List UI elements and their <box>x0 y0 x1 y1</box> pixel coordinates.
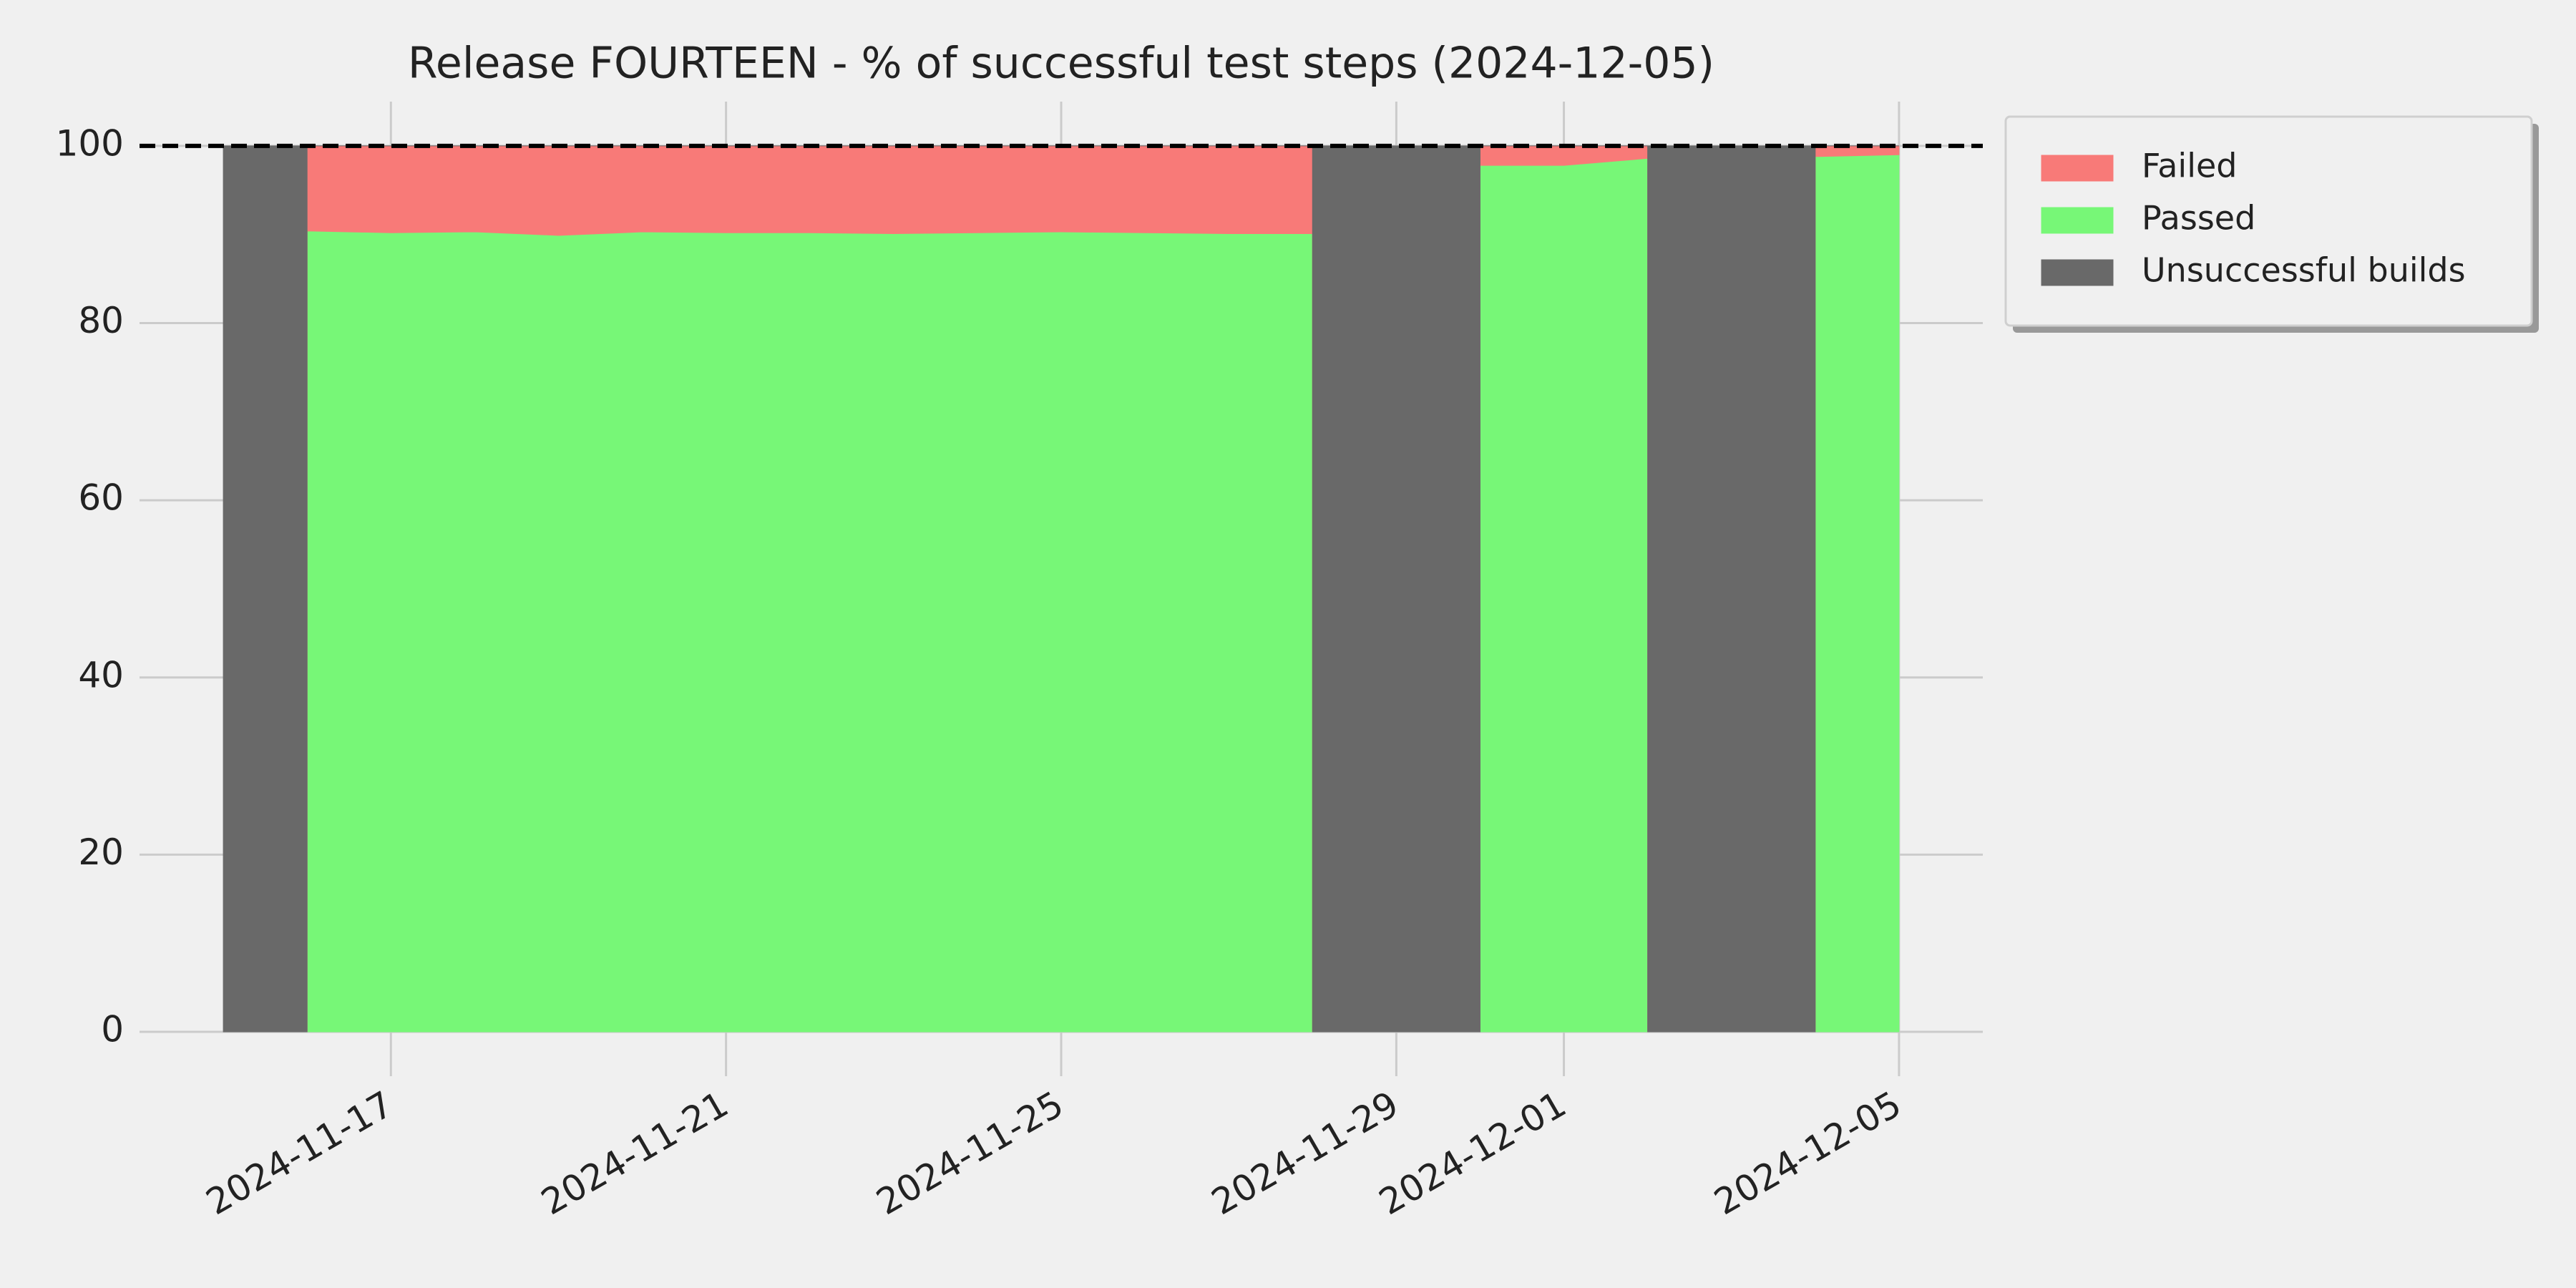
y-tick-label: 0 <box>101 1009 124 1050</box>
legend-swatch <box>2041 155 2114 182</box>
legend-box <box>2004 115 2533 327</box>
y-tick-label: 80 <box>78 300 124 341</box>
legend-swatch <box>2041 259 2114 286</box>
legend-label: Unsuccessful builds <box>2142 251 2466 290</box>
y-tick-label: 20 <box>78 831 124 873</box>
y-tick-label: 100 <box>56 122 124 164</box>
chart-title: Release FOURTEEN - % of successful test … <box>408 39 1714 89</box>
y-tick-label: 40 <box>78 654 124 696</box>
y-tick-label: 60 <box>78 477 124 519</box>
areas <box>223 145 1900 1033</box>
legend-label: Failed <box>2142 147 2238 185</box>
legend-swatch <box>2041 207 2114 234</box>
legend-label: Passed <box>2142 199 2255 238</box>
